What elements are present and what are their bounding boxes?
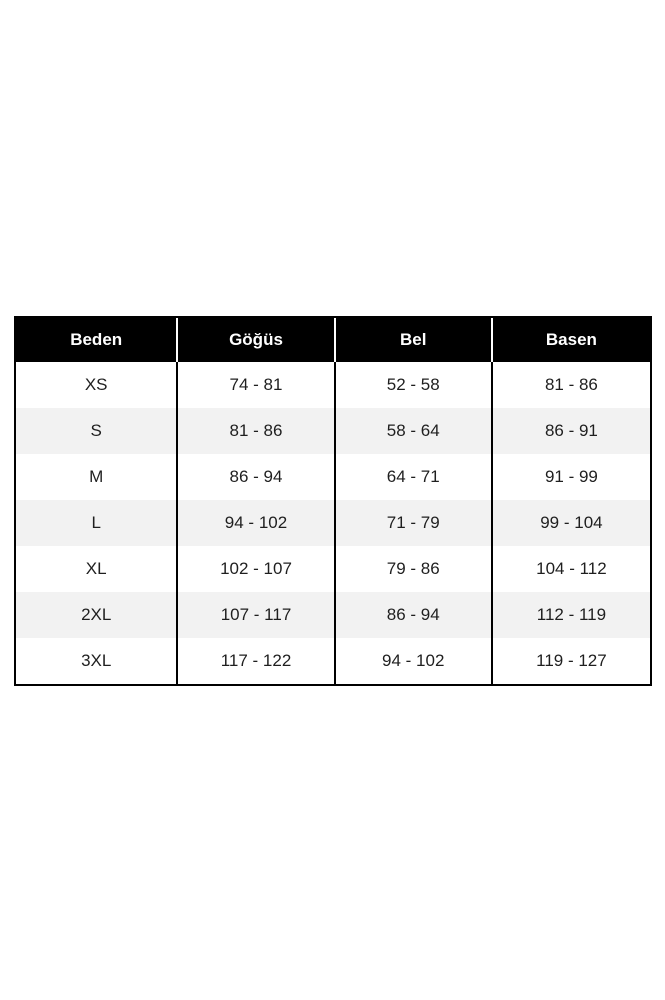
- table-cell: 102 - 107: [176, 546, 334, 592]
- table-cell: 74 - 81: [176, 362, 334, 408]
- table-cell: 117 - 122: [176, 638, 334, 684]
- size-chart-header: Beden Göğüs Bel Basen: [16, 318, 650, 362]
- table-row-m: M 86 - 94 64 - 71 91 - 99: [16, 454, 650, 500]
- table-cell: 52 - 58: [333, 362, 491, 408]
- table-row-l: L 94 - 102 71 - 79 99 - 104: [16, 500, 650, 546]
- table-cell: 112 - 119: [490, 592, 650, 638]
- header-cell-beden: Beden: [16, 318, 177, 362]
- size-cell: XL: [16, 546, 177, 592]
- size-chart-table: Beden Göğüs Bel Basen XS 74 - 81 52 - 58…: [14, 316, 652, 686]
- table-cell: 99 - 104: [490, 500, 650, 546]
- header-row: Beden Göğüs Bel Basen: [16, 318, 650, 362]
- table-cell: 81 - 86: [176, 408, 334, 454]
- table-row-3xl: 3XL 117 - 122 94 - 102 119 - 127: [16, 638, 650, 684]
- table-cell: 94 - 102: [333, 638, 491, 684]
- size-cell: S: [16, 408, 177, 454]
- table-cell: 58 - 64: [333, 408, 491, 454]
- table-cell: 86 - 91: [490, 408, 650, 454]
- size-cell: M: [16, 454, 177, 500]
- table-cell: 94 - 102: [176, 500, 334, 546]
- table-row-s: S 81 - 86 58 - 64 86 - 91: [16, 408, 650, 454]
- size-cell: L: [16, 500, 177, 546]
- table-cell: 107 - 117: [176, 592, 334, 638]
- header-cell-gogus: Göğüs: [176, 318, 334, 362]
- table-cell: 71 - 79: [333, 500, 491, 546]
- table-cell: 64 - 71: [333, 454, 491, 500]
- header-cell-basen: Basen: [490, 318, 650, 362]
- size-chart-body: XS 74 - 81 52 - 58 81 - 86 S 81 - 86 58 …: [16, 362, 650, 684]
- table-row-xl: XL 102 - 107 79 - 86 104 - 112: [16, 546, 650, 592]
- size-chart: Beden Göğüs Bel Basen XS 74 - 81 52 - 58…: [16, 318, 650, 684]
- header-cell-bel: Bel: [333, 318, 491, 362]
- table-cell: 91 - 99: [490, 454, 650, 500]
- table-cell: 79 - 86: [333, 546, 491, 592]
- size-cell: 2XL: [16, 592, 177, 638]
- table-cell: 86 - 94: [333, 592, 491, 638]
- table-row-xs: XS 74 - 81 52 - 58 81 - 86: [16, 362, 650, 408]
- table-cell: 81 - 86: [490, 362, 650, 408]
- table-cell: 119 - 127: [490, 638, 650, 684]
- table-row-2xl: 2XL 107 - 117 86 - 94 112 - 119: [16, 592, 650, 638]
- table-cell: 86 - 94: [176, 454, 334, 500]
- size-cell: XS: [16, 362, 177, 408]
- table-cell: 104 - 112: [490, 546, 650, 592]
- size-cell: 3XL: [16, 638, 177, 684]
